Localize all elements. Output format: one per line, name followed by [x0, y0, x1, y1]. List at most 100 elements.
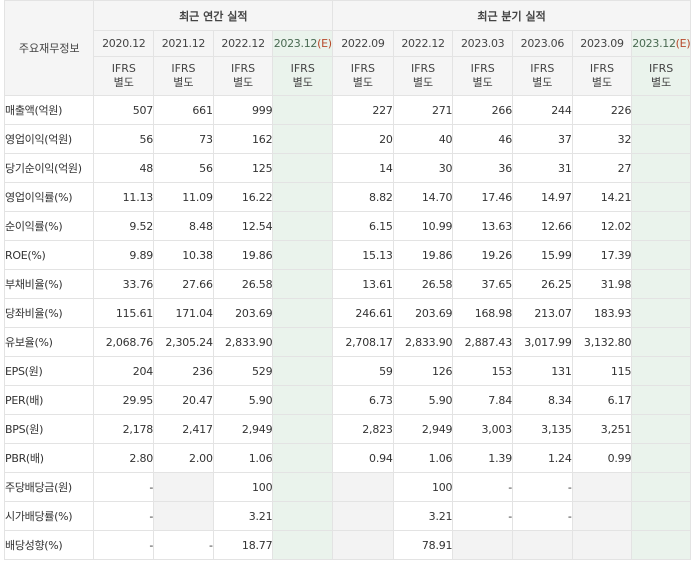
table-row: ROE(%) 9.89 10.38 19.86 15.13 19.86 19.26 15.99… [3, 240, 691, 270]
period-label: 2023.12 [273, 37, 318, 50]
table-cell: 2,823 [332, 414, 394, 444]
table-cell: 204 [93, 356, 155, 386]
table-cell: 2.80 [93, 443, 155, 473]
table-cell [631, 298, 691, 328]
period-label: 2022.12 [401, 37, 445, 50]
table-cell: 48 [93, 153, 155, 183]
table-row: 부채비율(%) 33.76 27.66 26.58 13.61 26.58 37.65 26.… [3, 269, 691, 299]
table-cell: 78.91 [392, 530, 454, 560]
table-cell [272, 182, 334, 212]
table-cell [272, 95, 334, 125]
table-cell: 12.02 [571, 211, 633, 241]
row-label: 배당성향(%) [3, 530, 95, 560]
row-label: BPS(원) [3, 414, 95, 444]
period-header-quarter-2023-12: 2023.12(E) [631, 30, 691, 57]
table-cell: 31 [512, 153, 573, 183]
period-label: 2023.06 [520, 37, 565, 50]
table-cell: 661 [153, 95, 214, 125]
table-cell [631, 211, 691, 241]
table-row: 당좌비율(%) 115.61 171.04 203.69 246.61 203.69 168… [3, 298, 691, 328]
period-label: 2023.03 [460, 37, 505, 50]
table-cell: - [452, 472, 513, 502]
table-cell [631, 414, 691, 444]
table-cell: 27.66 [153, 269, 214, 299]
table-cell [272, 356, 334, 386]
table-cell: 31.98 [571, 269, 633, 299]
table-cell: 7.84 [452, 385, 513, 415]
table-cell: 13.61 [332, 269, 394, 299]
row-label: PBR(배) [3, 443, 95, 473]
table-cell: 6.17 [571, 385, 633, 415]
table-cell: 3,003 [452, 414, 513, 444]
table-row: 순이익률(%) 9.52 8.48 12.54 6.15 10.99 13.63 12.66 1… [3, 211, 691, 241]
table-cell: 2,949 [392, 414, 454, 444]
table-cell: 100 [392, 472, 454, 502]
table-cell: 2,178 [93, 414, 155, 444]
table-cell: 17.39 [571, 240, 633, 270]
table-cell: 11.13 [93, 182, 155, 212]
ifrs-basis-label: IFRS 별도 [332, 56, 394, 96]
table-cell [272, 501, 334, 531]
table-cell: 3,132.80 [571, 327, 633, 357]
table-cell: 236 [153, 356, 214, 386]
table-cell: 2,305.24 [153, 327, 214, 357]
table-cell: 271 [392, 95, 454, 125]
table-cell: 171.04 [153, 298, 214, 328]
estimate-mark: (E) [317, 37, 332, 50]
table-cell: - [153, 530, 214, 560]
row-label: EPS(원) [3, 356, 95, 386]
table-cell: 1.24 [512, 443, 573, 473]
table-cell: 1.06 [392, 443, 454, 473]
table-cell: 183.93 [571, 298, 633, 328]
table-cell: 15.99 [512, 240, 573, 270]
table-cell [631, 356, 691, 386]
table-cell: 203.69 [212, 298, 274, 328]
table-row: 주당배당금(원) -100 100- - [3, 472, 691, 502]
table-cell [571, 530, 633, 560]
period-header-annual-2023-12: 2023.12(E) [272, 30, 334, 57]
table-cell [272, 530, 334, 560]
table-cell: 5.90 [212, 385, 274, 415]
table-cell: 244 [512, 95, 573, 125]
table-cell: 162 [212, 124, 274, 154]
table-cell [631, 124, 691, 154]
table-cell: 999 [212, 95, 274, 125]
ifrs-basis-label: IFRS 별도 [571, 56, 633, 96]
table-cell: 168.98 [452, 298, 513, 328]
table-cell: 2,833.90 [392, 327, 454, 357]
table-cell [631, 530, 691, 560]
period-header-annual-2022-12: 2022.12 [212, 30, 274, 57]
table-cell [631, 182, 691, 212]
ifrs-basis-label: IFRS 별도 [512, 56, 573, 96]
table-cell: 17.46 [452, 182, 513, 212]
table-cell: - [512, 472, 573, 502]
table-row: 시가배당률(%) -3.21 3.21- - [3, 501, 691, 531]
table-cell: 46 [452, 124, 513, 154]
table-cell [332, 472, 394, 502]
table-cell [272, 240, 334, 270]
table-row: 영업이익(억원) 56 73 162 20 40 46 37 32 [3, 124, 691, 154]
period-header-quarter-2022-12: 2022.12 [392, 30, 454, 57]
ifrs-basis-label: IFRS 별도 [153, 56, 214, 96]
period-header-quarter-2023-06: 2023.06 [512, 30, 573, 57]
period-header-quarter-2023-03: 2023.03 [452, 30, 513, 57]
table-cell [631, 443, 691, 473]
table-cell: 3.21 [392, 501, 454, 531]
table-cell: 32 [571, 124, 633, 154]
ifrs-basis-label: IFRS 별도 [452, 56, 513, 96]
table-cell: 40 [392, 124, 454, 154]
table-cell: - [452, 501, 513, 531]
table-cell: 26.58 [212, 269, 274, 299]
table-cell: 37.65 [452, 269, 513, 299]
table-cell [631, 385, 691, 415]
table-cell: 10.99 [392, 211, 454, 241]
period-label: 2023.09 [580, 37, 624, 50]
table-cell: 2,417 [153, 414, 214, 444]
row-label: PER(배) [3, 385, 95, 415]
table-cell: - [93, 472, 155, 502]
table-cell: 13.63 [452, 211, 513, 241]
table-cell: 8.48 [153, 211, 214, 241]
row-label: 당좌비율(%) [3, 298, 95, 328]
ifrs-basis-label: IFRS 별도 [272, 56, 334, 96]
table-cell: 26.58 [392, 269, 454, 299]
